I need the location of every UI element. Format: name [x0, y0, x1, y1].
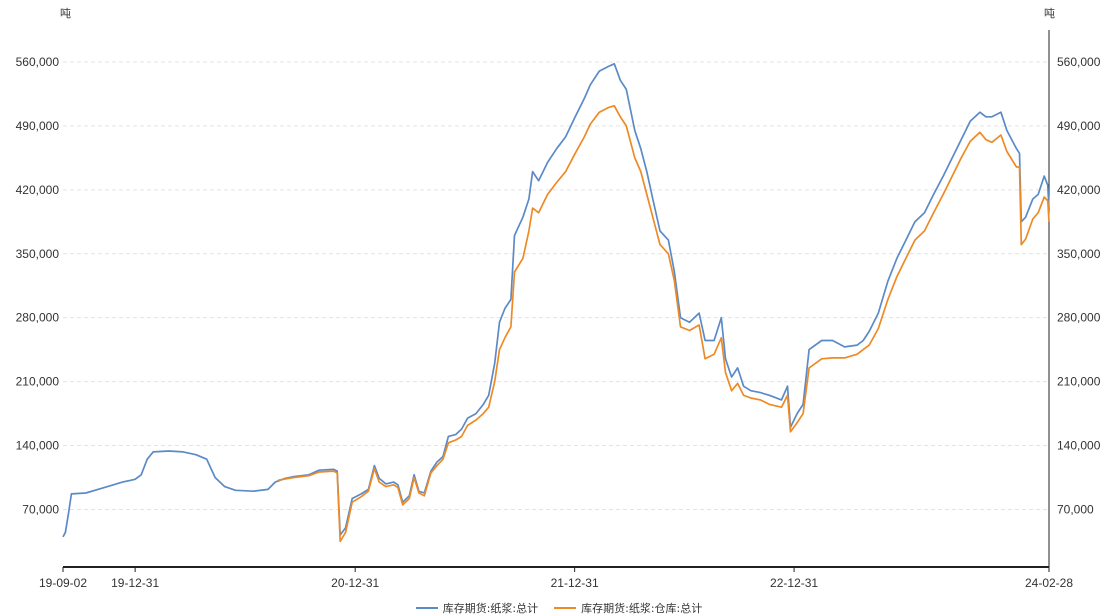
series-line-total [62, 62, 1050, 538]
x-tick-label: 20-12-31 [331, 576, 379, 590]
series-line-warehouse [278, 104, 1050, 543]
line-chart: 70,000 70,000 140,000 140,000 210,000 210,000… [16, 7, 1101, 590]
legend: 库存期货:纸浆:总计 库存期货:纸浆:仓库:总计 [0, 600, 1118, 615]
legend-swatch-warehouse [554, 606, 577, 609]
y-tick-label-right: 210,000 [1057, 375, 1101, 389]
y-tick-label-left: 420,000 [16, 183, 60, 197]
y-tick-label-left: 70,000 [22, 502, 59, 516]
x-axis-labels: 19-09-02 19-12-31 20-12-31 21-12-31 22-12-31… [39, 567, 1073, 590]
y-tick-label-left: 490,000 [16, 119, 60, 133]
right-axis-unit: 吨 [1044, 7, 1055, 20]
y-tick-label-right: 280,000 [1057, 311, 1101, 325]
y-tick-label-left: 140,000 [16, 439, 60, 453]
legend-label-warehouse: 库存期货:纸浆:仓库:总计 [581, 601, 703, 615]
y-tick-label-left: 560,000 [16, 55, 60, 69]
legend-label-total: 库存期货:纸浆:总计 [442, 601, 539, 615]
y-tick-label-right: 140,000 [1057, 439, 1101, 453]
legend-item-warehouse: 库存期货:纸浆:仓库:总计 [554, 600, 702, 615]
y-axis-labels: 70,000 70,000 140,000 140,000 210,000 210,000… [16, 55, 1101, 517]
x-tick-label: 19-09-02 [39, 576, 87, 590]
y-tick-label-right: 350,000 [1057, 247, 1101, 261]
gridlines [63, 61, 1049, 510]
x-tick-label: 21-12-31 [551, 576, 599, 590]
y-tick-label-right: 70,000 [1057, 502, 1094, 516]
x-tick-label: 19-12-31 [111, 576, 159, 590]
y-tick-label-right: 490,000 [1057, 119, 1101, 133]
x-tick-label: 24-02-28 [1025, 576, 1073, 590]
x-tick-label: 22-12-31 [770, 576, 818, 590]
legend-item-total: 库存期货:纸浆:总计 [415, 600, 539, 615]
series-lines [62, 62, 1050, 543]
y-tick-label-right: 560,000 [1057, 55, 1101, 69]
left-axis-unit: 吨 [60, 7, 71, 20]
legend-swatch-total [415, 606, 438, 609]
y-tick-label-left: 280,000 [16, 311, 60, 325]
y-tick-label-right: 420,000 [1057, 183, 1101, 197]
y-tick-label-left: 350,000 [16, 247, 60, 261]
y-tick-label-left: 210,000 [16, 375, 60, 389]
